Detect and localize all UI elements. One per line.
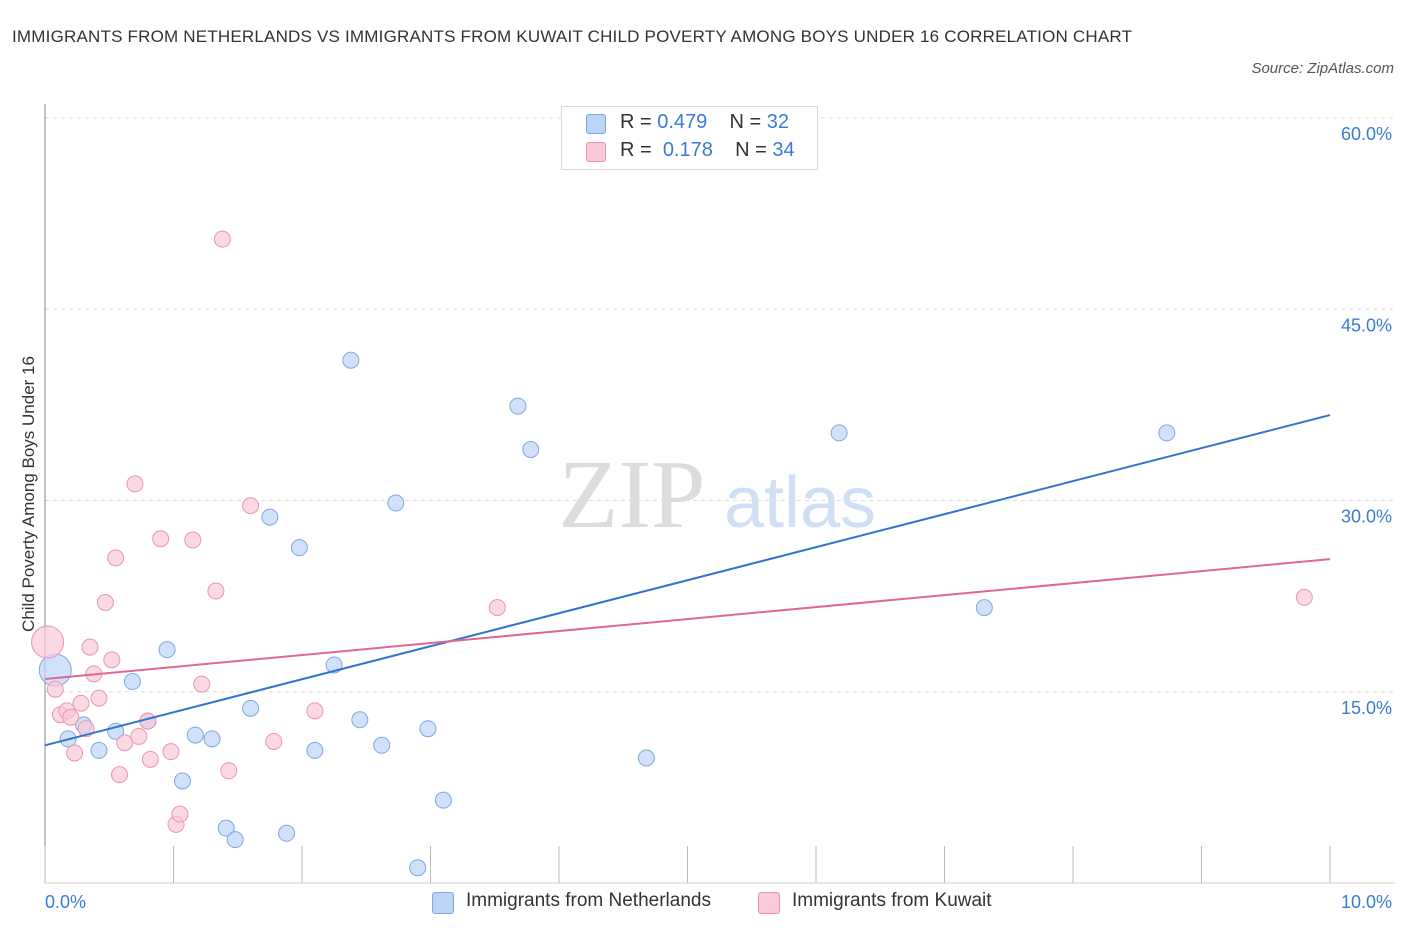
r-value: 0.178 (662, 139, 713, 161)
kuwait-point (220, 762, 238, 780)
netherlands-point (373, 736, 391, 754)
watermark-zip: ZIP (559, 441, 706, 549)
kuwait-point (130, 727, 148, 745)
kuwait-point (62, 708, 80, 726)
kuwait-point (265, 732, 283, 750)
netherlands-trend-line (44, 414, 1331, 747)
kuwait-point (111, 766, 129, 784)
kuwait-trend-line (44, 558, 1331, 680)
legend-row-text: R = 0.479 N = 32 (620, 111, 789, 134)
netherlands-point (203, 730, 221, 748)
kuwait-point (126, 475, 144, 493)
kuwait-point (103, 651, 121, 669)
kuwait-point (213, 230, 231, 248)
kuwait-point (116, 734, 134, 752)
netherlands-point (1158, 424, 1176, 442)
netherlands-point (351, 711, 369, 729)
legend-label: Immigrants from Kuwait (792, 890, 992, 911)
y-tick-label: 15.0% (1341, 698, 1392, 718)
n-value: 34 (772, 139, 795, 161)
gridlines (45, 117, 1395, 693)
kuwait-point (96, 594, 114, 611)
kuwait-point (81, 638, 99, 656)
netherlands-point (158, 641, 176, 659)
netherlands-point (434, 791, 452, 809)
kuwait-point (162, 743, 180, 761)
netherlands-point (409, 859, 427, 877)
y-tick-label: 30.0% (1341, 507, 1392, 527)
netherlands-point (830, 424, 848, 442)
y-axis-label: Child Poverty Among Boys Under 16 (19, 356, 38, 632)
source-label: Source: ZipAtlas.com (1251, 60, 1394, 77)
chart-title: IMMIGRANTS FROM NETHERLANDS VS IMMIGRANT… (12, 27, 1133, 46)
netherlands-point (261, 508, 279, 526)
legend-row-text: R = 0.178 N = 34 (620, 139, 795, 162)
kuwait-point (46, 680, 64, 698)
netherlands-point (342, 351, 360, 369)
netherlands-point (278, 824, 296, 842)
y-tick-label: 45.0% (1341, 315, 1392, 335)
netherlands-point (306, 741, 324, 759)
legend-label: Immigrants from Netherlands (466, 890, 711, 911)
netherlands-point (522, 441, 540, 458)
y-tick-label: 60.0% (1341, 124, 1392, 144)
kuwait-point (1295, 588, 1313, 606)
netherlands-point (387, 494, 405, 512)
netherlands-point (419, 720, 437, 738)
r-label: R = (620, 139, 652, 161)
netherlands-point (509, 397, 527, 415)
x-tick-label: 10.0% (1341, 892, 1392, 912)
netherlands-point (242, 699, 260, 717)
kuwait-point (72, 694, 90, 712)
data-points (31, 230, 1313, 877)
netherlands-point (90, 741, 108, 759)
kuwait-point (171, 805, 189, 823)
axes (44, 104, 1395, 884)
watermark-atlas: atlas (724, 463, 876, 543)
kuwait-point (107, 549, 125, 567)
r-value: 0.479 (657, 111, 708, 133)
netherlands-swatch (432, 892, 454, 914)
n-value: 32 (766, 111, 790, 133)
n-label: N = (735, 139, 767, 161)
kuwait-point (66, 744, 84, 762)
kuwait-point (31, 625, 65, 659)
correlation-legend: R = 0.479 N = 32 R = 0.178 N = 34 (561, 106, 818, 170)
r-label: R = (620, 111, 652, 133)
kuwait-point (90, 689, 108, 707)
trend-lines (44, 414, 1331, 747)
kuwait-point (193, 675, 211, 693)
tick-labels: 15.0% 30.0% 45.0% 60.0% 0.0% 10.0% (45, 124, 1392, 912)
kuwait-point (152, 530, 170, 548)
kuwait-point (488, 599, 506, 617)
netherlands-point (637, 749, 655, 767)
kuwait-swatch (586, 142, 606, 162)
kuwait-point (242, 497, 260, 515)
netherlands-point (173, 772, 191, 790)
kuwait-point (207, 582, 225, 600)
netherlands-point (975, 599, 993, 617)
n-label: N = (729, 111, 762, 133)
kuwait-point (306, 702, 324, 720)
netherlands-point (226, 831, 244, 849)
netherlands-point (217, 819, 235, 837)
netherlands-point (290, 539, 308, 557)
kuwait-point (184, 531, 202, 549)
x-tick-label: 0.0% (45, 892, 86, 912)
netherlands-point (123, 673, 141, 691)
netherlands-point (186, 726, 204, 744)
kuwait-point (141, 750, 159, 768)
netherlands-swatch (586, 114, 606, 134)
kuwait-swatch (758, 892, 780, 914)
